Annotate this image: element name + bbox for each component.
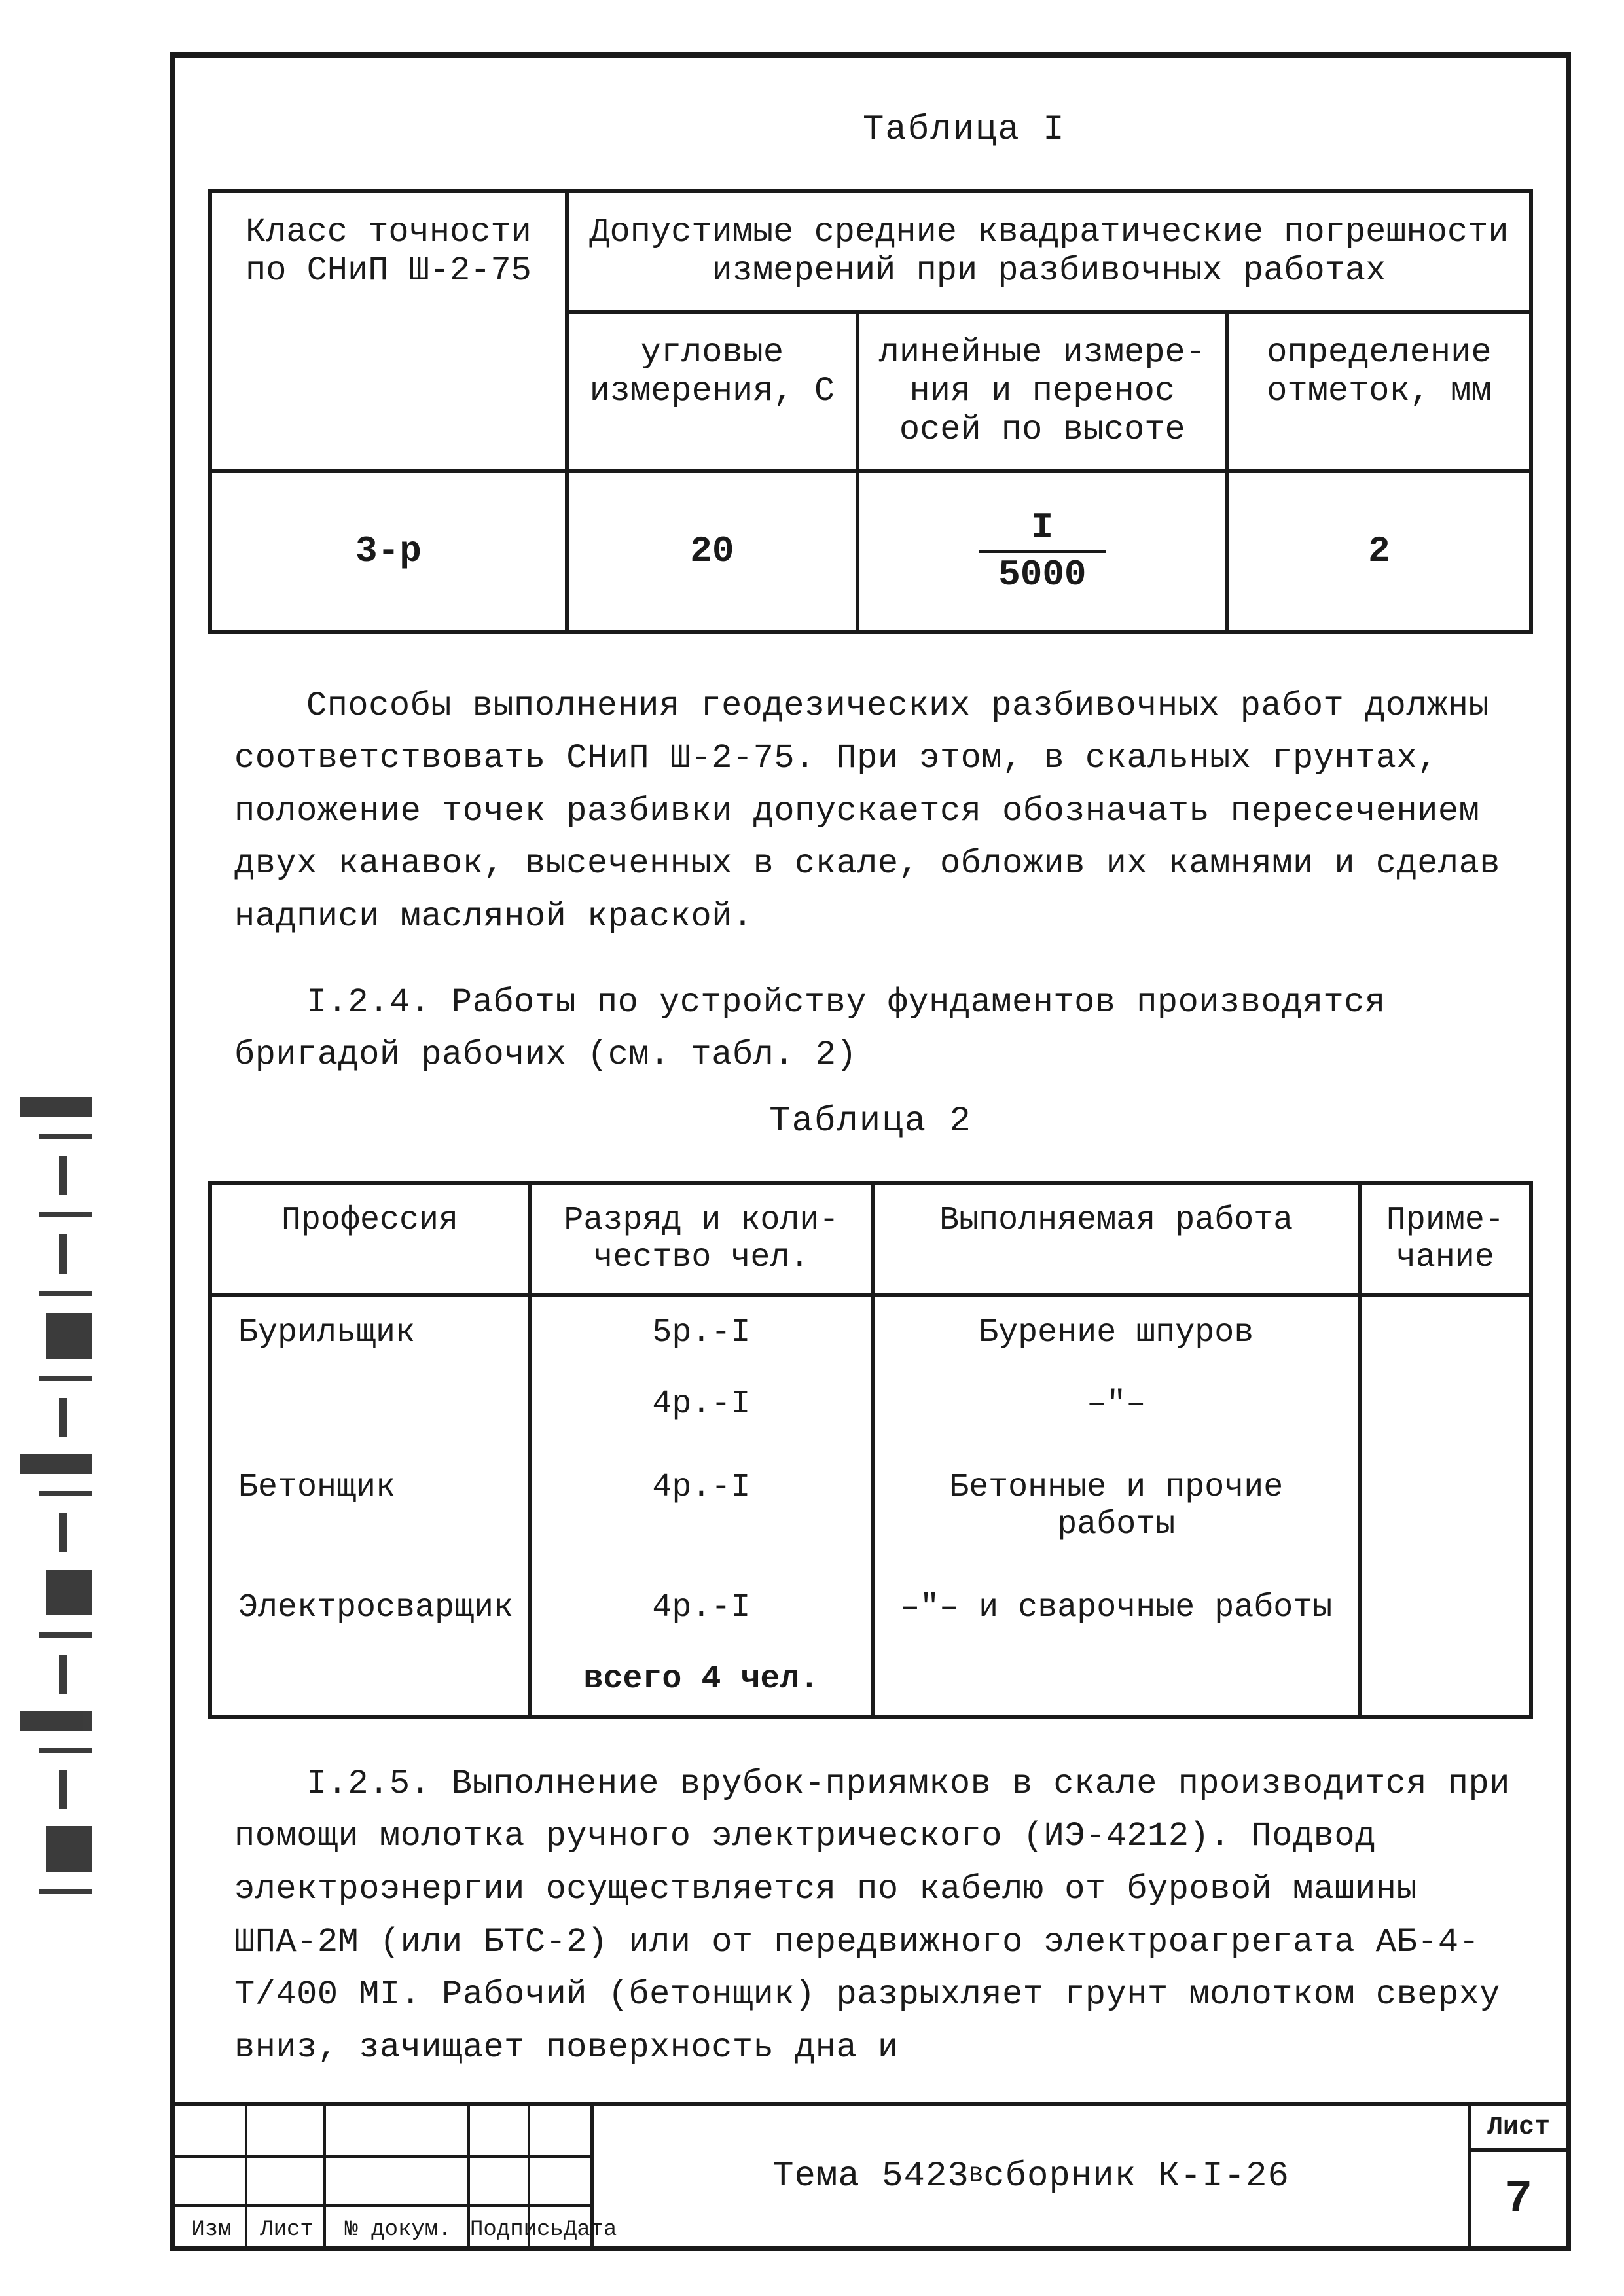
t2-r0-c2: 5р.-I [652, 1314, 750, 1352]
t2-total: всего 4 чел. [583, 1660, 819, 1698]
para-3: I.2.5. Выполнение врубок-приямков в скал… [234, 1758, 1520, 2075]
table2-caption: Таблица 2 [208, 1102, 1533, 1141]
scan-edge-artifact [20, 1080, 124, 2193]
t2-r2-c3: Бетонные и прочие работы [949, 1469, 1283, 1543]
t2-r2-c1: Бетонщик [238, 1469, 395, 1506]
t2-r3-c3: –"– и сварочные работы [900, 1589, 1332, 1626]
t2-r0-c3: Бурение шпуров [979, 1314, 1254, 1352]
sheet-number: 7 [1471, 2152, 1566, 2246]
rev-lbl-2: № докум. [326, 2217, 470, 2242]
t2-h4: Приме­чание [1386, 1202, 1504, 1276]
tb-suffix: сборник К-I-26 [983, 2157, 1290, 2197]
para-1: Способы выполнения геодезических разбиво… [234, 680, 1520, 944]
t2-r3-c2: 4р.-I [652, 1589, 750, 1626]
tb-sup: В [969, 2164, 983, 2189]
t2-h1: Профессия [281, 1202, 458, 1239]
t1-r-c0: 3-р [355, 530, 422, 572]
t1-sub3: определение отметок, мм [1267, 333, 1491, 410]
table-1: Класс точности по СНиП Ш-2-75 Допустимые… [208, 189, 1533, 634]
rev-lbl-0: Изм [175, 2217, 247, 2242]
rev-lbl-3: Подпись [470, 2217, 564, 2242]
title-block-title: Тема 5423В сборник К-I-26 [594, 2106, 1468, 2246]
t2-r0-c1: Бурильщик [238, 1314, 415, 1352]
title-block: Изм Лист № докум. Подпись Дата Тема 5423… [175, 2102, 1566, 2246]
t1-span-header: Допустимые средние квадратические погреш… [589, 213, 1508, 290]
t1-r-c1: 20 [690, 530, 734, 572]
rev-lbl-4: Дата [564, 2217, 617, 2242]
tb-prefix: Тема 5423 [772, 2157, 969, 2197]
sheet-box: Лист 7 [1468, 2106, 1566, 2246]
t1-sub1: угловые измерения, С [590, 333, 835, 410]
t1-sub2: линейные измере­ния и перенос осей по вы… [879, 333, 1206, 449]
table1-caption: Таблица I [863, 110, 1533, 150]
t1-col0-header: Класс точности по СНиП Ш-2-75 [245, 213, 532, 290]
t1-fraction: I 5000 [979, 509, 1106, 594]
t1-frac-num: I [979, 509, 1106, 553]
t2-r1-c3: –"– [1087, 1386, 1146, 1423]
t2-r3-c1: Электросварщик [238, 1589, 513, 1626]
table-2: Профессия Разряд и коли­чество чел. Выпо… [208, 1181, 1533, 1719]
rev-lbl-1: Лист [247, 2217, 326, 2242]
para-2: I.2.4. Работы по устройству фундаментов … [234, 977, 1520, 1082]
drawing-frame: Таблица I Класс точности по СНиП Ш-2-75 … [170, 52, 1571, 2251]
t1-r-c3: 2 [1368, 530, 1390, 572]
t1-frac-den: 5000 [979, 553, 1106, 594]
t2-r2-c2: 4р.-I [652, 1469, 750, 1506]
revision-grid: Изм Лист № докум. Подпись Дата [175, 2106, 594, 2246]
t2-r1-c2: 4р.-I [652, 1386, 750, 1423]
t2-h2: Разряд и коли­чество чел. [564, 1202, 839, 1276]
sheet-label: Лист [1471, 2106, 1566, 2152]
t2-h3: Выполняемая работа [939, 1202, 1293, 1239]
